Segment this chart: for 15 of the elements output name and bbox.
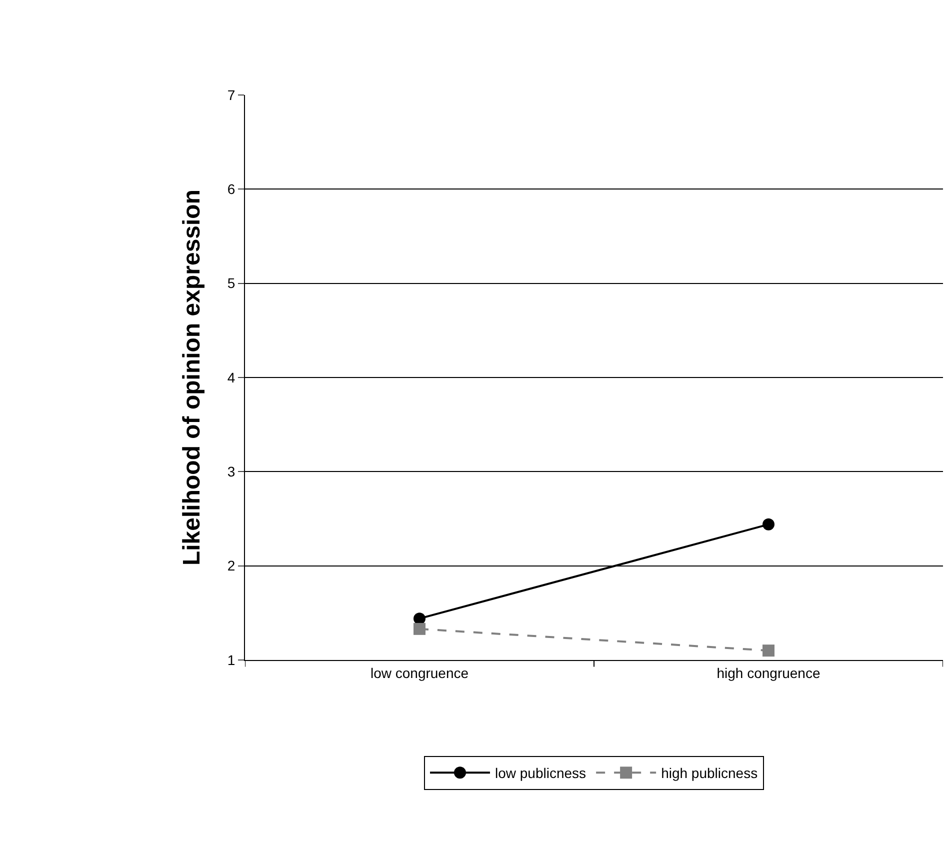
- point: [762, 518, 774, 530]
- point: [762, 644, 774, 657]
- x-tick-label: low congruence: [370, 664, 469, 681]
- legend-label: high publicness: [661, 765, 758, 782]
- y-tick-label: 3: [227, 464, 236, 480]
- x-tick-label: high congruence: [716, 664, 820, 681]
- point: [414, 622, 426, 635]
- y-tick-label: 4: [227, 369, 236, 386]
- legend-label: low publicness: [495, 765, 586, 782]
- y-tick-label: 2: [227, 558, 236, 574]
- y-axis-title: Likelihood of opinion expression: [178, 189, 206, 566]
- y-tick-label: 1: [227, 652, 236, 668]
- y-tick-label: 7: [227, 86, 236, 103]
- y-tick-label: 6: [227, 181, 236, 198]
- y-tick-label: 5: [227, 275, 236, 292]
